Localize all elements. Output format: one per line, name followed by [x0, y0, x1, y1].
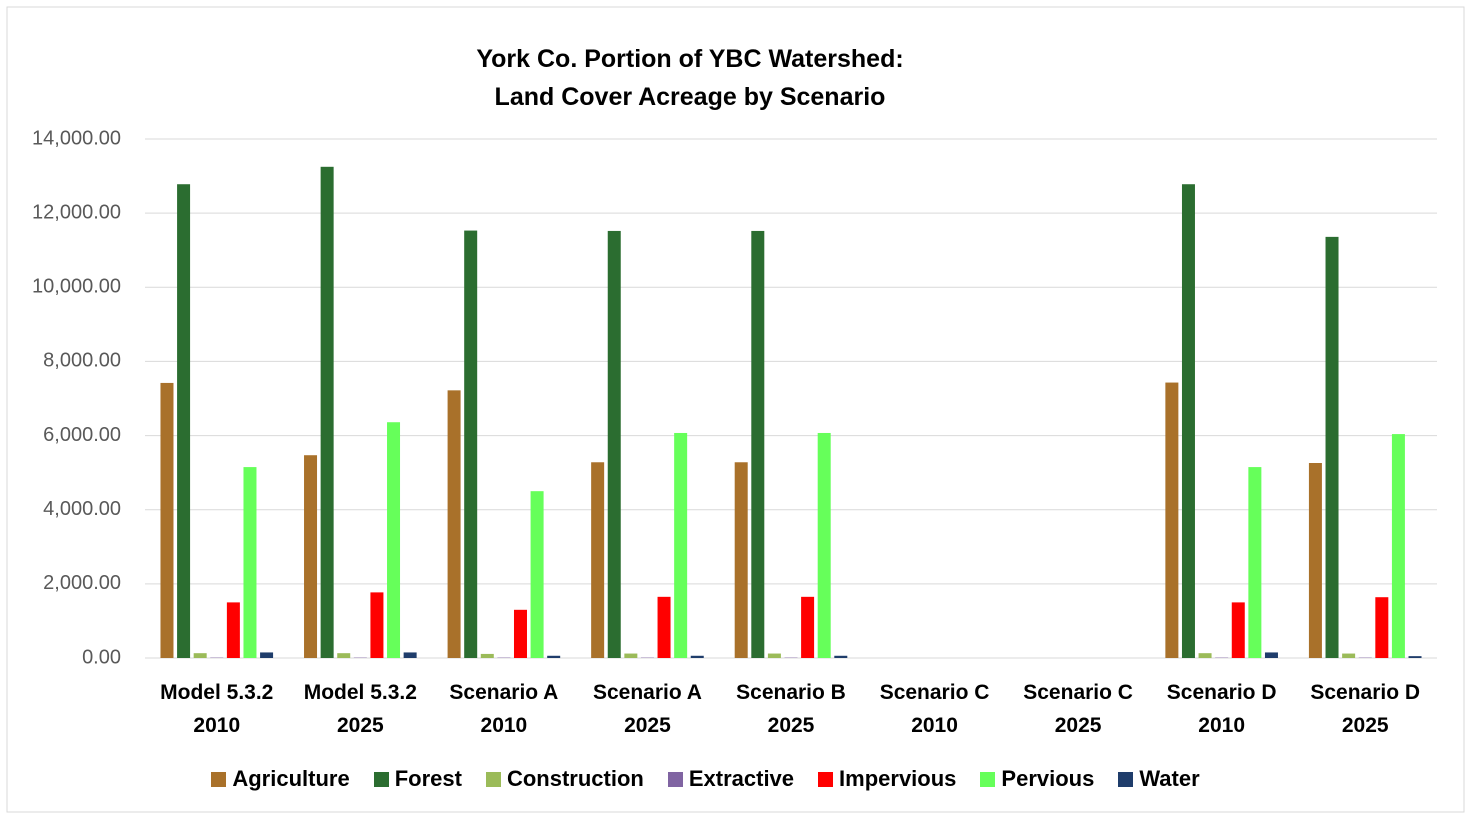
legend-item: Water — [1118, 766, 1200, 792]
x-tick-label: Model 5.3.2 2025 — [303, 681, 417, 737]
bar — [337, 653, 351, 658]
legend-swatch — [1118, 771, 1134, 787]
y-tick-label: 12,000.00 — [32, 201, 121, 223]
y-tick-label: 8,000.00 — [43, 350, 121, 372]
x-tick-label: Scenario C 2010 — [879, 681, 990, 737]
bar — [1391, 434, 1405, 658]
y-tick-label: 0.00 — [82, 646, 121, 668]
bar — [304, 455, 318, 658]
legend-label: Agriculture — [232, 766, 350, 791]
legend-label: Forest — [394, 766, 462, 791]
bar — [464, 230, 478, 659]
legend: Agriculture Forest Construction Extractive I… — [0, 766, 1471, 792]
bar — [834, 655, 848, 658]
bar — [370, 592, 384, 658]
x-tick-label: Scenario C 2025 — [1023, 681, 1133, 737]
bar — [591, 462, 605, 658]
bar — [193, 653, 207, 658]
bar — [1231, 602, 1245, 658]
x-tick-label: Scenario A 2025 — [592, 681, 702, 737]
bar — [734, 462, 748, 658]
y-tick-label: 2,000.00 — [43, 572, 121, 594]
legend-label: Water — [1139, 766, 1200, 791]
bar — [690, 655, 704, 658]
legend-swatch — [485, 771, 501, 787]
bar — [160, 382, 174, 658]
bar — [1308, 463, 1322, 658]
legend-swatch — [211, 771, 227, 787]
bar — [657, 596, 671, 658]
legend-label: Construction — [506, 766, 644, 791]
x-tick-label: Model 5.3.2 2010 — [160, 681, 274, 737]
legend-item: Agriculture — [211, 766, 350, 792]
bar — [320, 166, 334, 658]
legend-item: Extractive — [667, 766, 795, 792]
legend-swatch — [667, 771, 683, 787]
legend-label: Extractive — [688, 766, 795, 791]
bar — [817, 432, 831, 658]
legend-label: Pervious — [1001, 766, 1095, 791]
legend-item: Impervious — [818, 766, 956, 792]
bar — [1181, 184, 1195, 658]
bar — [447, 390, 461, 658]
bar — [1198, 653, 1212, 658]
bar — [1342, 653, 1356, 658]
y-tick-label: 14,000.00 — [32, 127, 121, 149]
legend-item: Construction — [485, 766, 644, 792]
legend-swatch — [818, 771, 834, 787]
legend-item: Forest — [373, 766, 462, 792]
x-tick-label: Scenario D 2010 — [1166, 681, 1277, 737]
bar — [480, 653, 494, 658]
bar — [801, 596, 815, 658]
legend-swatch — [373, 771, 389, 787]
x-tick-label: Scenario B 2025 — [736, 681, 846, 737]
bar — [260, 652, 274, 658]
bar — [243, 467, 257, 658]
x-tick-label: Scenario D 2025 — [1310, 681, 1421, 737]
bar — [624, 653, 638, 658]
y-tick-label: 10,000.00 — [32, 276, 121, 298]
bar — [403, 652, 417, 658]
bar — [1165, 382, 1179, 658]
bar — [751, 230, 765, 659]
bar — [674, 432, 688, 658]
y-tick-label: 4,000.00 — [43, 498, 121, 520]
bar — [387, 422, 401, 658]
chart-title: York Co. Portion of YBC Watershed: Land … — [476, 45, 904, 111]
legend-item: Pervious — [980, 766, 1094, 792]
chart-border — [6, 6, 1465, 813]
bar — [767, 653, 781, 658]
bar — [1408, 656, 1422, 658]
bar — [547, 655, 561, 658]
bar — [530, 491, 544, 658]
bar — [1375, 597, 1389, 658]
x-tick-label: Scenario A 2010 — [449, 681, 559, 737]
bar — [607, 230, 621, 659]
y-tick-label: 6,000.00 — [43, 424, 121, 446]
bar — [513, 609, 527, 658]
bar — [226, 602, 240, 658]
legend-swatch — [980, 771, 996, 787]
bar — [1248, 467, 1262, 658]
bar — [1264, 652, 1278, 658]
bar — [177, 184, 191, 658]
legend-label: Impervious — [839, 766, 957, 791]
bar — [1325, 236, 1339, 658]
